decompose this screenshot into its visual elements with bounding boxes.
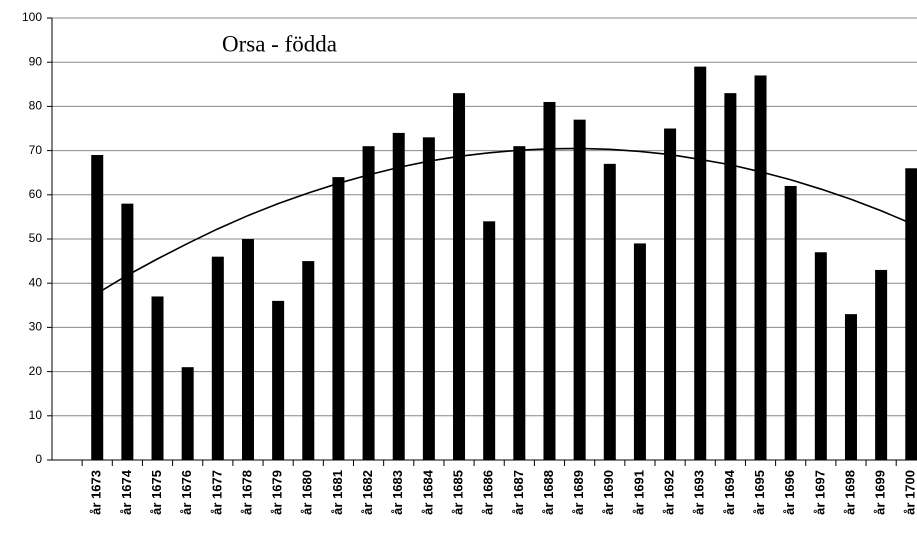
bar bbox=[814, 252, 827, 460]
y-tick-label: 50 bbox=[29, 231, 43, 245]
bar bbox=[905, 168, 917, 460]
bar bbox=[784, 185, 797, 460]
x-tick-label: år 1684 bbox=[420, 469, 435, 515]
bar bbox=[543, 101, 556, 460]
bar bbox=[332, 177, 345, 460]
bar bbox=[211, 256, 224, 460]
bar bbox=[483, 221, 496, 460]
bar bbox=[151, 296, 164, 460]
bar bbox=[633, 243, 646, 460]
x-tick-label: år 1682 bbox=[360, 470, 375, 515]
x-tick-label: år 1678 bbox=[239, 470, 254, 515]
bar bbox=[91, 155, 104, 460]
x-tick-label: år 1691 bbox=[631, 470, 646, 515]
bar bbox=[362, 146, 375, 460]
x-tick-label: år 1679 bbox=[270, 470, 285, 515]
bar bbox=[302, 261, 315, 460]
x-tick-label: år 1680 bbox=[300, 470, 315, 515]
bar bbox=[121, 203, 134, 460]
bar bbox=[453, 93, 466, 460]
x-tick-label: år 1690 bbox=[601, 470, 616, 515]
x-tick-label: år 1695 bbox=[752, 470, 767, 515]
y-tick-label: 100 bbox=[22, 10, 42, 24]
chart-title: Orsa - födda bbox=[222, 31, 337, 56]
bar bbox=[422, 137, 435, 460]
bar bbox=[844, 314, 857, 460]
x-tick-label: år 1677 bbox=[209, 470, 224, 515]
x-tick-label: år 1698 bbox=[842, 470, 857, 515]
x-tick-label: år 1700 bbox=[903, 470, 917, 515]
x-tick-label: år 1673 bbox=[89, 470, 104, 515]
y-tick-label: 30 bbox=[29, 320, 43, 334]
bar bbox=[694, 66, 707, 461]
x-tick-label: år 1683 bbox=[390, 470, 405, 515]
x-tick-label: år 1688 bbox=[541, 470, 556, 515]
bar bbox=[724, 93, 737, 460]
bar bbox=[664, 128, 677, 460]
bar bbox=[875, 269, 888, 460]
bar bbox=[241, 239, 254, 460]
x-tick-label: år 1681 bbox=[330, 470, 345, 515]
y-tick-label: 40 bbox=[29, 275, 43, 289]
x-tick-label: år 1686 bbox=[481, 470, 496, 515]
bar bbox=[573, 119, 586, 460]
y-tick-label: 10 bbox=[29, 408, 43, 422]
trend-line bbox=[96, 147, 912, 295]
bar bbox=[513, 146, 526, 460]
x-tick-label: år 1674 bbox=[119, 469, 134, 515]
x-tick-label: år 1693 bbox=[692, 470, 707, 515]
bar bbox=[392, 132, 405, 461]
x-tick-label: år 1689 bbox=[571, 470, 586, 515]
x-tick-label: år 1699 bbox=[873, 470, 888, 515]
y-tick-label: 80 bbox=[29, 99, 43, 113]
y-tick-label: 70 bbox=[29, 143, 43, 157]
x-tick-label: år 1685 bbox=[450, 470, 465, 515]
bar bbox=[181, 367, 194, 460]
bar bbox=[603, 163, 616, 461]
x-tick-label: år 1697 bbox=[812, 470, 827, 515]
bar bbox=[754, 75, 767, 461]
x-tick-label: år 1692 bbox=[662, 470, 677, 515]
x-tick-label: år 1676 bbox=[179, 470, 194, 515]
x-tick-label: år 1696 bbox=[782, 470, 797, 515]
plot: 0 10 20 30 40 50 60 70 80 90 100 år 1673 år 1674 år 1… bbox=[22, 10, 917, 515]
y-tick-label: 20 bbox=[29, 364, 43, 378]
y-tick-label: 60 bbox=[29, 187, 43, 201]
y-tick-label: 90 bbox=[29, 54, 43, 68]
x-tick-label: år 1694 bbox=[722, 469, 737, 515]
x-tick-label: år 1675 bbox=[149, 470, 164, 515]
bar bbox=[272, 300, 285, 460]
y-tick-label: 0 bbox=[35, 452, 42, 466]
x-tick-label: år 1687 bbox=[511, 470, 526, 515]
